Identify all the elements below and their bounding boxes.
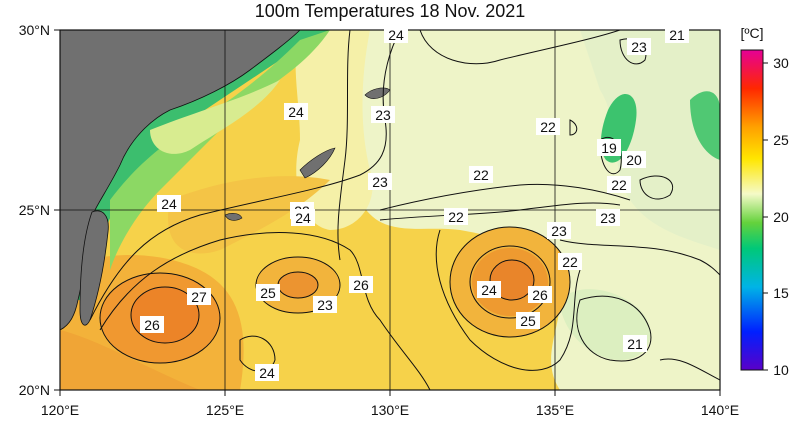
contour-label-bg — [284, 103, 308, 120]
contour-label-bg — [607, 176, 631, 193]
contour-label-bg — [536, 118, 560, 135]
contour-label: 23 — [631, 39, 647, 55]
contour-label: 24 — [481, 282, 497, 298]
contour-label: 19 — [601, 140, 617, 156]
contour-label: 25 — [520, 313, 536, 329]
colorbar-tick-25: 25 — [773, 132, 789, 148]
contour-label: 22 — [611, 177, 627, 193]
contour-label: 23 — [551, 223, 567, 239]
contour-label-bg — [384, 26, 408, 43]
contour-label-bg — [547, 222, 571, 239]
contour-label-bg — [528, 286, 552, 303]
map-title: 100m Temperatures 18 Nov. 2021 — [254, 1, 526, 21]
contour-label: 24 — [288, 104, 304, 120]
contour-label: 24 — [161, 196, 177, 212]
contour-label: 25 — [260, 285, 276, 301]
contour-label: 22 — [448, 209, 464, 225]
contour-label-bg — [255, 364, 279, 381]
contour-label-bg — [597, 139, 621, 156]
contour-label-bg — [665, 26, 689, 43]
contour-label-bg — [368, 173, 392, 190]
contour-label: 24 — [259, 365, 275, 381]
colorbar-tick-15: 15 — [773, 285, 789, 301]
china-coast — [60, 30, 301, 331]
contour-label: 23 — [317, 297, 333, 313]
contour-label: 26 — [144, 317, 160, 333]
contour-label: 22 — [540, 119, 556, 135]
contour-label: 23 — [372, 174, 388, 190]
contour-label: 22 — [473, 167, 489, 183]
contour-label-bg — [469, 166, 493, 183]
contour-label-bg — [291, 209, 315, 226]
colorbar-unit: [ºC] — [740, 25, 763, 41]
contour-label-bg — [313, 296, 337, 313]
contour-label-bg — [516, 312, 540, 329]
lon-label-140: 140°E — [701, 402, 739, 418]
contour-label: 23 — [375, 107, 391, 123]
contour-label-bg — [627, 38, 651, 55]
contour-label: 24 — [295, 210, 311, 226]
lon-label-125: 125°E — [206, 402, 244, 418]
contour-label-bg — [140, 316, 164, 333]
lat-label-25: 25°N — [19, 202, 50, 218]
contour-label-bg — [477, 281, 501, 298]
contour-label-bg — [444, 208, 468, 225]
contour-label-bg — [157, 195, 181, 212]
contour-labels: 2421232423221920222322242224222323222624… — [140, 26, 689, 381]
contour-label-bg — [623, 335, 647, 352]
lon-label-130: 130°E — [371, 402, 409, 418]
lat-label-20: 20°N — [19, 382, 50, 398]
colorbar: [ºC] 30 25 20 15 10 — [740, 25, 789, 378]
contour-label: 26 — [353, 277, 369, 293]
contour-label: 23 — [600, 210, 616, 226]
lat-label-30: 30°N — [19, 22, 50, 38]
contour-label-bg — [187, 288, 211, 305]
contour-label: 20 — [626, 152, 642, 168]
contour-label: 22 — [562, 254, 578, 270]
contour-label-bg — [371, 106, 395, 123]
contour-label-bg — [256, 284, 280, 301]
contour-label: 21 — [627, 336, 643, 352]
contour-label: 26 — [532, 287, 548, 303]
colorbar-tick-20: 20 — [773, 209, 789, 225]
contour-label-bg — [622, 151, 646, 168]
colorbar-tick-30: 30 — [773, 55, 789, 71]
colorbar-tick-10: 10 — [773, 362, 789, 378]
contour-label-bg — [349, 276, 373, 293]
contour-label: 27 — [191, 289, 207, 305]
colorbar-gradient — [740, 49, 764, 371]
contour-label-bg — [558, 253, 582, 270]
lon-label-135: 135°E — [536, 402, 574, 418]
contour-label-bg — [596, 209, 620, 226]
contour-label: 21 — [669, 27, 685, 43]
contour-label: 24 — [388, 27, 404, 43]
lon-label-120: 120°E — [41, 402, 79, 418]
